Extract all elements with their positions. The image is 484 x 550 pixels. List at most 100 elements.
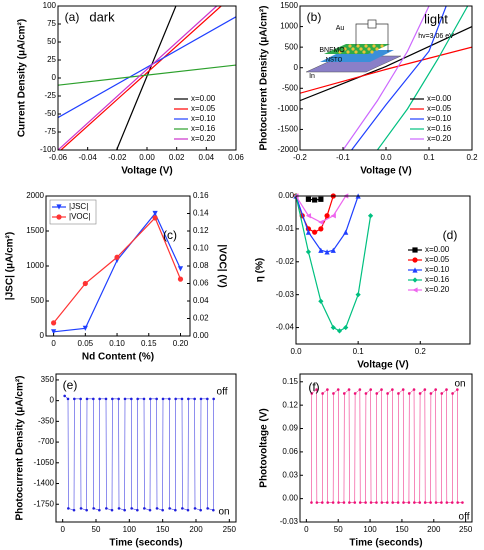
x-tick-label: 200: [189, 525, 203, 534]
x-tick-label: -0.04: [79, 153, 98, 162]
y-tick-label: -1400: [34, 479, 55, 488]
panel: 0.0 0.1 0.2 0.00 -0.01 -0.02 -0.03 -0.04 Voltage…: [255, 191, 471, 371]
x-tick-label: 250: [223, 525, 237, 534]
marker: [136, 508, 139, 512]
marker: [82, 280, 88, 287]
marker: [114, 254, 120, 260]
marker: [353, 392, 357, 395]
x-tick-label: 100: [363, 525, 377, 534]
legend-marker: [412, 257, 418, 263]
marker: [305, 196, 312, 202]
x-axis-label: Time (seconds): [109, 538, 182, 549]
x-tick-label: 0: [51, 339, 56, 348]
marker: [402, 501, 405, 504]
marker: [79, 397, 82, 401]
marker: [434, 501, 438, 504]
y-tick-label: 75: [47, 19, 56, 28]
y-tick-label: -1050: [34, 458, 55, 467]
x-tick-label: 100: [123, 525, 137, 534]
marker: [391, 388, 394, 391]
electrode: [372, 44, 376, 48]
x-tick-label: 150: [395, 525, 409, 534]
marker: [336, 388, 340, 391]
marker: [347, 388, 351, 391]
marker: [174, 397, 177, 401]
series-line: [58, 16, 236, 119]
marker: [456, 388, 459, 391]
marker: [305, 249, 312, 255]
marker: [310, 501, 313, 504]
y-tick-label: 1000: [280, 22, 298, 31]
x-tick-label: 0.20: [173, 339, 189, 348]
panel: 0 50 100 150 200 250 -0.03 0.00 0.03 0.06 0.09 0.12…: [259, 373, 473, 549]
marker: [130, 397, 133, 401]
x-axis-label: Time (seconds): [349, 538, 422, 549]
marker: [199, 508, 202, 512]
x-tick-label: 50: [334, 525, 343, 534]
marker: [358, 501, 362, 504]
marker: [82, 325, 88, 331]
x-tick-label: 0.02: [169, 153, 185, 162]
annotation: dark: [89, 9, 115, 24]
marker: [343, 324, 349, 331]
y-tick-label: 0.00: [278, 191, 294, 200]
marker: [66, 397, 70, 401]
marker: [318, 196, 324, 202]
annotation: on: [454, 379, 465, 390]
marker: [386, 392, 389, 395]
annotation: hv=3.06 eV: [418, 33, 454, 40]
y-tick-label: 0.09: [282, 424, 298, 433]
marker: [130, 507, 133, 510]
legend-label: x=0.20: [191, 134, 216, 143]
marker: [161, 397, 165, 401]
marker: [152, 215, 158, 221]
marker: [305, 229, 312, 235]
electrode: [359, 47, 363, 51]
marker: [397, 392, 400, 395]
marker: [149, 397, 152, 401]
marker: [396, 501, 400, 504]
y-axis-label: η (%): [255, 258, 266, 282]
marker: [423, 388, 427, 391]
y-tick-label: 1500: [280, 1, 298, 10]
marker: [117, 507, 121, 510]
marker: [312, 229, 318, 235]
marker: [98, 508, 101, 512]
marker: [375, 392, 379, 395]
annotation: on: [218, 507, 229, 518]
marker: [142, 397, 146, 401]
y-tick-label: 500: [31, 296, 45, 305]
marker: [391, 501, 394, 504]
y2-tick-label: 0.14: [193, 209, 209, 218]
y2-tick-label: 0.16: [193, 191, 209, 200]
annotation: off: [217, 387, 228, 398]
marker: [321, 392, 324, 395]
legend-label: x=0.05: [427, 104, 452, 113]
legend-label: x=0.05: [191, 104, 216, 113]
legend-label: x=0.10: [425, 265, 450, 274]
series-line: [300, 26, 472, 102]
marker: [187, 397, 190, 401]
marker: [312, 197, 318, 203]
marker: [423, 501, 427, 504]
marker: [206, 507, 209, 510]
y-tick-label: -100: [40, 145, 57, 154]
marker: [51, 320, 57, 326]
marker: [155, 507, 159, 510]
annotation: off: [459, 512, 470, 523]
marker: [193, 507, 197, 510]
marker: [148, 508, 152, 512]
marker: [369, 388, 373, 391]
marker: [330, 247, 336, 253]
y-tick-label: -700: [38, 437, 55, 446]
marker: [461, 501, 464, 504]
electrode: [343, 47, 347, 51]
marker: [155, 397, 158, 401]
x-axis-label: Voltage (V): [360, 166, 411, 177]
y-tick-label: -1750: [34, 499, 55, 508]
meter: [367, 19, 377, 29]
marker: [305, 213, 312, 219]
x-tick-label: -0.06: [49, 153, 68, 162]
marker: [440, 392, 444, 395]
marker: [85, 508, 88, 512]
